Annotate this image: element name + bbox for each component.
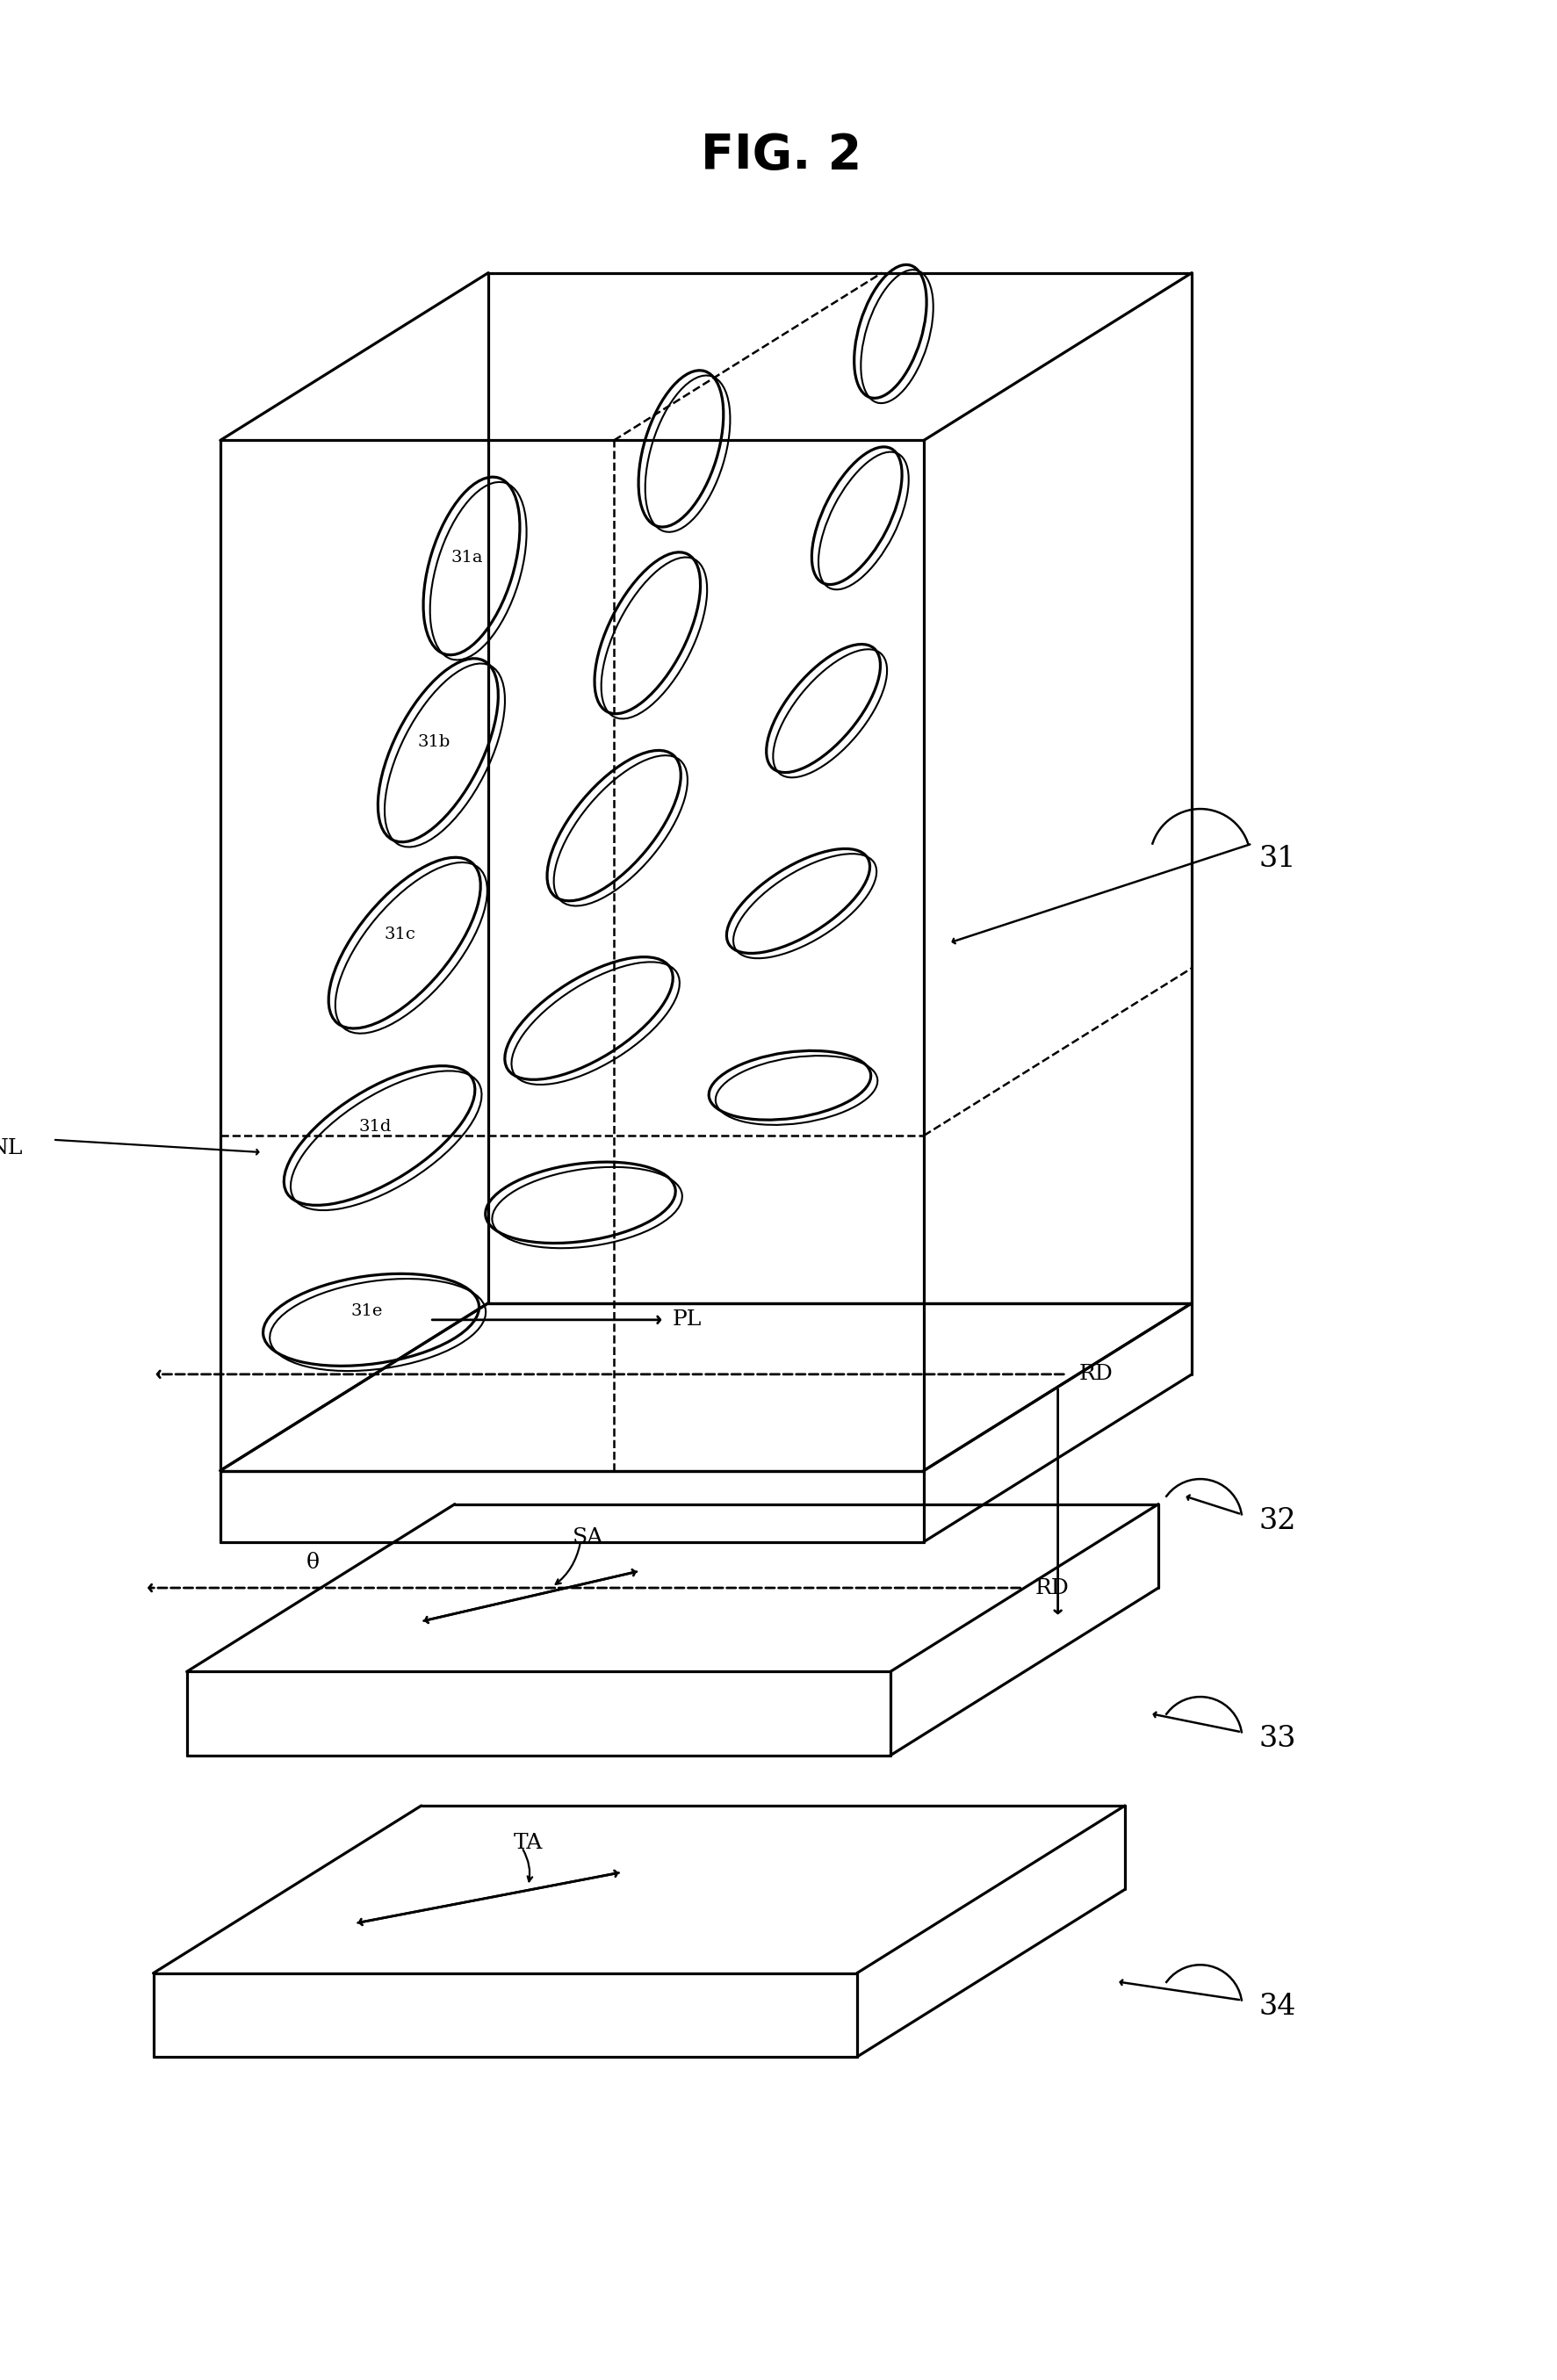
- Text: RD: RD: [1035, 1578, 1070, 1597]
- Text: 31c: 31c: [385, 926, 416, 942]
- Text: 32: 32: [1260, 1507, 1297, 1535]
- Text: 34: 34: [1260, 1992, 1295, 2021]
- Text: SA: SA: [571, 1528, 603, 1547]
- Text: 31b: 31b: [417, 733, 450, 750]
- Text: 31e: 31e: [350, 1304, 383, 1319]
- Text: TA: TA: [514, 1833, 543, 1854]
- Text: RD: RD: [1079, 1364, 1113, 1385]
- Text: 31: 31: [1260, 845, 1297, 873]
- Text: 31a: 31a: [452, 550, 483, 566]
- Text: 33: 33: [1260, 1726, 1297, 1752]
- Text: 31d: 31d: [358, 1119, 392, 1135]
- Text: θ: θ: [305, 1552, 319, 1573]
- Text: FIG. 2: FIG. 2: [701, 131, 863, 178]
- Text: NL: NL: [0, 1138, 23, 1159]
- Text: PL: PL: [673, 1309, 702, 1330]
